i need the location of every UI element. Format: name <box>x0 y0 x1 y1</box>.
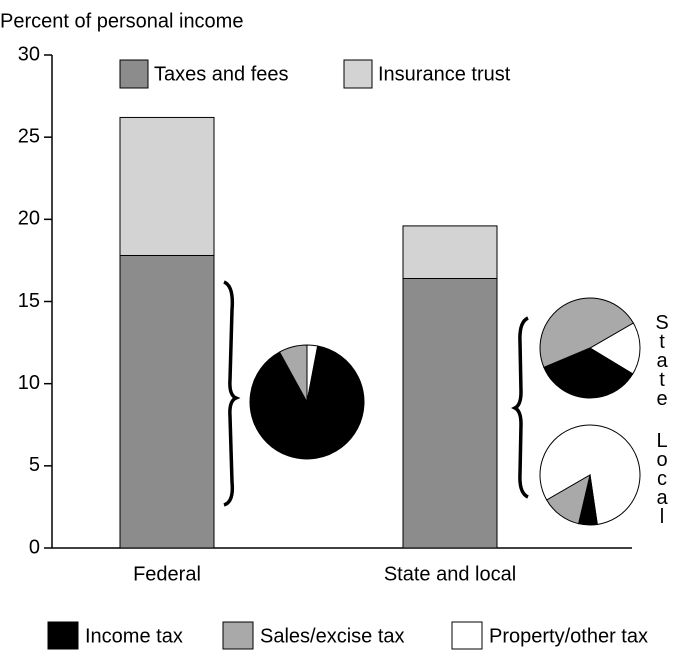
y-tick-label: 10 <box>18 372 40 394</box>
pie-slice <box>546 473 591 525</box>
y-tick-label: 25 <box>18 125 40 147</box>
bar-segment <box>402 277 498 549</box>
pie-slice <box>589 322 641 375</box>
y-tick-label: 15 <box>18 290 40 312</box>
legend-swatch <box>47 621 79 650</box>
pie-slice <box>539 297 634 369</box>
y-tick-label: 30 <box>18 43 40 65</box>
bar-segment <box>402 225 498 279</box>
y-tick-label: 20 <box>18 208 40 230</box>
bar-segment <box>119 116 215 256</box>
brace <box>223 280 241 507</box>
x-tick-label: Federal <box>133 563 201 585</box>
legend-label: Insurance trust <box>378 63 511 85</box>
legend-swatch <box>451 621 483 650</box>
pie-slice <box>249 345 365 460</box>
legend-swatch <box>119 59 149 89</box>
x-tick-label: State and local <box>384 563 516 585</box>
pie-slice <box>278 344 308 403</box>
legend-label: Income tax <box>85 625 183 647</box>
legend-label: Sales/excise tax <box>260 625 405 647</box>
y-axis-label: Percent of personal income <box>0 10 243 32</box>
legend-label: Property/other tax <box>489 625 648 647</box>
legend-swatch <box>343 59 373 89</box>
brace <box>511 316 529 499</box>
bar-segment <box>119 254 215 549</box>
y-tick-label: 5 <box>29 454 40 476</box>
pie-slice <box>543 347 634 399</box>
pie-label: State <box>651 312 673 407</box>
y-tick-label: 0 <box>29 536 40 558</box>
pie-label: Local <box>651 430 673 525</box>
legend-swatch <box>222 621 254 650</box>
legend-label: Taxes and fees <box>154 63 289 85</box>
